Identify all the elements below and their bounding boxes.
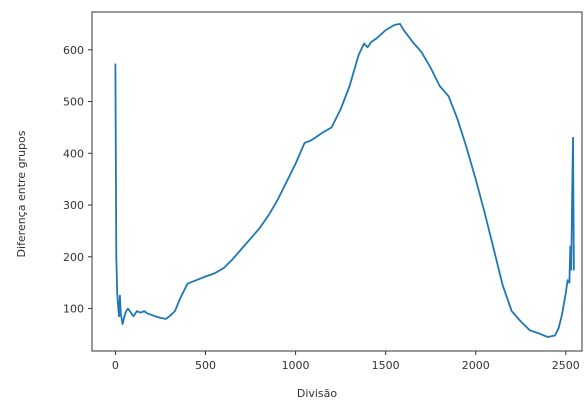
y-tick-label: 300 [63,199,84,212]
y-tick-label: 400 [63,147,84,160]
x-tick-label: 1000 [282,359,310,372]
x-tick-label: 2000 [462,359,490,372]
x-tick-label: 500 [195,359,216,372]
plot-frame [91,11,583,352]
y-axis-ticks: 100 200 300 400 500 600 [63,44,92,316]
x-tick-label: 2500 [552,359,580,372]
series-line [114,23,575,338]
x-axis-ticks: 0 500 1000 1500 2000 2500 [112,351,580,372]
x-tick-label: 0 [112,359,119,372]
x-axis-label: Divisão [297,387,338,400]
y-tick-label: 100 [63,303,84,316]
y-tick-label: 500 [63,96,84,109]
y-tick-label: 200 [63,251,84,264]
y-tick-label: 600 [63,44,84,57]
x-tick-label: 1500 [372,359,400,372]
y-axis-label: Diferença entre grupos [15,130,28,257]
